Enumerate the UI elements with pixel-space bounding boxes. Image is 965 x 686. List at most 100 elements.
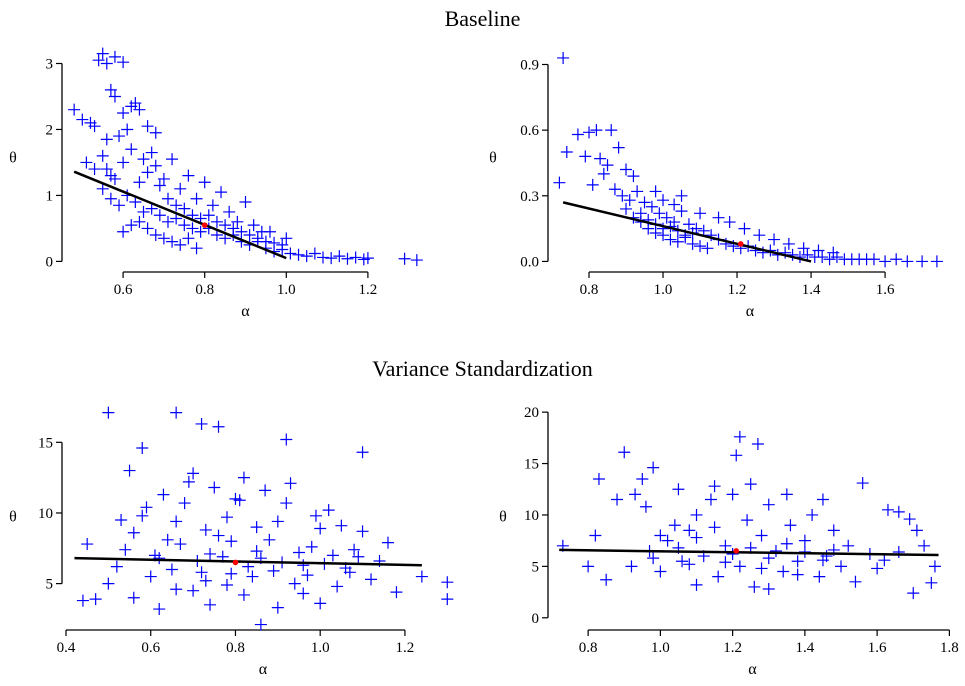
scatter-point bbox=[187, 584, 200, 597]
scatter-point bbox=[198, 176, 211, 189]
scatter-point bbox=[174, 182, 187, 195]
scatter-point bbox=[801, 248, 814, 261]
scatter-point bbox=[251, 232, 264, 245]
scatter-point bbox=[730, 449, 743, 462]
scatter-point bbox=[100, 163, 113, 176]
x-tick-label: 1.6 bbox=[876, 282, 895, 298]
scatter-point bbox=[117, 225, 130, 238]
center-point bbox=[733, 548, 740, 554]
x-axis-label: α bbox=[748, 661, 757, 678]
scatter-point bbox=[123, 464, 136, 477]
scatter-point bbox=[157, 488, 170, 501]
scatter-point bbox=[194, 225, 207, 238]
scatter-point bbox=[121, 123, 134, 136]
scatter-point bbox=[96, 149, 109, 162]
scatter-point bbox=[620, 163, 633, 176]
scatter-point bbox=[816, 554, 829, 567]
scatter-point bbox=[223, 205, 236, 218]
scatter-point bbox=[586, 178, 599, 191]
scatter-point bbox=[611, 493, 624, 506]
scatter-point bbox=[930, 255, 943, 268]
scatter-point bbox=[305, 540, 318, 553]
scatter-point bbox=[267, 564, 280, 577]
scatter-point bbox=[769, 544, 782, 557]
scatter-point bbox=[174, 538, 187, 551]
scatter-point bbox=[755, 562, 768, 575]
section-title-variance-standardization: Variance Standardization bbox=[372, 356, 593, 381]
scatter-point bbox=[589, 529, 602, 542]
scatter-point bbox=[157, 232, 170, 245]
y-tick-label: 0.9 bbox=[520, 58, 539, 74]
scatter-point bbox=[867, 253, 880, 266]
scatter-point bbox=[314, 597, 327, 610]
scatter-point bbox=[592, 472, 605, 485]
scatter-point bbox=[726, 488, 739, 501]
scatter-point bbox=[690, 578, 703, 591]
scatter-point bbox=[881, 503, 894, 516]
scatter-point bbox=[797, 242, 810, 255]
x-tick-label: 1.0 bbox=[651, 640, 670, 656]
scatter-point bbox=[76, 113, 89, 126]
scatter-point bbox=[398, 252, 411, 265]
scatter-point bbox=[170, 583, 183, 596]
scatter-point bbox=[612, 141, 625, 154]
scatter-point bbox=[88, 120, 101, 133]
scatter-point bbox=[639, 500, 652, 513]
x-axis-label: α bbox=[259, 661, 268, 678]
scatter-point bbox=[560, 146, 573, 159]
scatter-point bbox=[88, 163, 101, 176]
x-tick-label: 0.6 bbox=[141, 640, 160, 656]
scatter-point bbox=[301, 569, 314, 582]
scatter-point bbox=[108, 50, 121, 63]
scatter-point bbox=[133, 176, 146, 189]
scatter-point bbox=[117, 56, 130, 69]
scatter-point bbox=[341, 252, 354, 265]
scatter-point bbox=[712, 570, 725, 583]
scatter-point bbox=[645, 200, 658, 213]
scatter-point bbox=[755, 529, 768, 542]
y-axis-label: θ bbox=[489, 150, 497, 167]
scatter-point bbox=[361, 252, 374, 265]
scatter-point bbox=[182, 169, 195, 182]
scatter-point bbox=[719, 556, 732, 569]
scatter-point bbox=[127, 526, 140, 539]
scatter-point bbox=[583, 126, 596, 139]
scatter-point bbox=[649, 185, 662, 198]
scatter-point bbox=[777, 565, 790, 578]
scatter-point bbox=[634, 207, 647, 220]
scatter-point bbox=[166, 235, 179, 248]
scatter-point bbox=[582, 560, 595, 573]
scatter-point bbox=[827, 246, 840, 259]
scatter-point bbox=[683, 558, 696, 571]
scatter-point bbox=[259, 235, 272, 248]
scatter-point bbox=[212, 420, 225, 433]
scatter-point bbox=[690, 508, 703, 521]
scatter-point bbox=[140, 501, 153, 514]
scatter-point bbox=[104, 192, 117, 205]
scatter-point bbox=[892, 505, 905, 518]
y-tick-label: 10 bbox=[524, 508, 539, 524]
scatter-point bbox=[762, 582, 775, 595]
scatter-point bbox=[813, 570, 826, 583]
scatter-point bbox=[928, 560, 941, 573]
scatter-point bbox=[668, 198, 681, 211]
scatter-point bbox=[208, 481, 221, 494]
scatter-point bbox=[153, 603, 166, 616]
x-tick-label: 1.4 bbox=[796, 640, 815, 656]
scatter-point bbox=[263, 533, 276, 546]
scatter-point bbox=[901, 255, 914, 268]
scatter-point bbox=[653, 207, 666, 220]
scatter-point bbox=[784, 519, 797, 532]
scatter-point bbox=[117, 106, 130, 119]
scatter-point bbox=[199, 523, 212, 536]
scatter-point bbox=[856, 477, 869, 490]
scatter-point bbox=[136, 509, 149, 522]
scatter-point bbox=[237, 588, 250, 601]
scatter-point bbox=[842, 539, 855, 552]
scatter-point bbox=[190, 242, 203, 255]
scatter-point bbox=[293, 546, 306, 559]
scatter-point bbox=[779, 246, 792, 259]
scatter-point bbox=[756, 246, 769, 259]
scatter-point bbox=[816, 493, 829, 506]
scatter-point bbox=[161, 215, 174, 228]
